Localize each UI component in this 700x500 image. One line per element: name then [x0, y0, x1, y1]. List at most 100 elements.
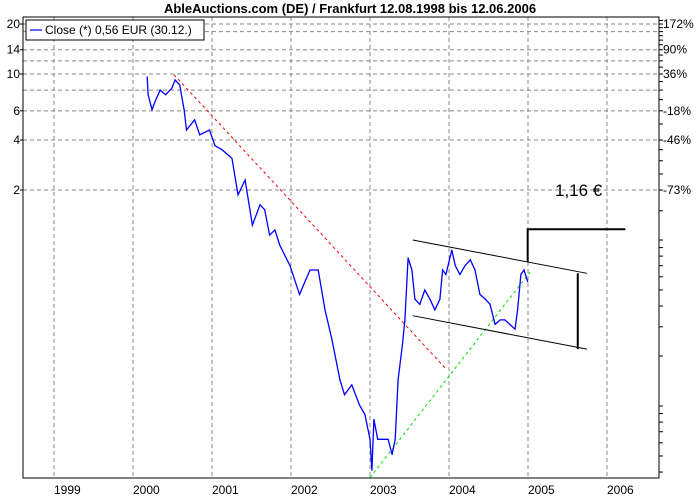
data-point	[214, 145, 216, 147]
data-point	[523, 269, 525, 271]
y-tick-label-left: 4	[13, 133, 20, 147]
data-point	[520, 273, 522, 276]
chart-title: AbleAuctions.com (DE) / Frankfurt 12.08.…	[164, 1, 536, 16]
data-point	[371, 469, 373, 471]
data-point	[527, 281, 529, 283]
channel-line	[412, 239, 588, 274]
y-tick-label-left: 2	[13, 183, 20, 197]
data-point	[183, 109, 185, 111]
data-point	[264, 209, 266, 211]
x-tick-label: 2003	[370, 483, 397, 497]
data-point	[454, 265, 456, 267]
data-point	[504, 319, 506, 321]
grid	[23, 17, 659, 478]
data-point	[324, 309, 326, 311]
data-point	[439, 298, 441, 300]
y-tick-label-left: 6	[13, 104, 20, 118]
data-point	[259, 204, 261, 206]
y-tick-label-right: -73%	[663, 183, 691, 197]
data-point	[146, 76, 148, 78]
data-point	[331, 339, 333, 341]
y-tick-label-left: 10	[7, 67, 21, 81]
y-tick-label-left: 20	[7, 17, 21, 31]
data-point	[494, 323, 496, 326]
trend-lines	[173, 74, 588, 478]
trend-line	[369, 271, 531, 478]
data-point	[474, 269, 476, 271]
series-layer	[146, 76, 529, 471]
channel-line	[412, 315, 588, 350]
data-point	[279, 244, 281, 246]
target-bracket	[526, 228, 626, 262]
data-point	[499, 319, 501, 321]
data-point	[269, 234, 271, 236]
x-tick-label: 2005	[528, 483, 555, 497]
legend-box	[25, 19, 205, 41]
y-tick-label-right: -46%	[663, 133, 691, 147]
data-point	[373, 418, 375, 421]
series-line-close	[146, 76, 529, 471]
data-point	[414, 298, 416, 300]
data-point	[397, 379, 399, 381]
annotations	[526, 228, 626, 350]
legend: Close (*) 0,56 EUR (30.12.)	[25, 19, 205, 41]
y-tick-label-right: 172%	[663, 17, 694, 31]
x-tick-label: 2004	[449, 483, 476, 497]
data-point	[424, 289, 426, 291]
data-point	[339, 379, 341, 381]
data-point	[185, 129, 188, 131]
data-point	[244, 179, 246, 181]
data-point	[274, 229, 276, 231]
data-point	[484, 298, 486, 300]
plot-frame	[22, 16, 660, 479]
y-tick-label-right: 36%	[663, 67, 687, 81]
data-point	[174, 79, 176, 81]
y-tick-label-right: -18%	[663, 104, 691, 118]
data-point	[165, 94, 167, 96]
data-point	[159, 89, 161, 91]
target-price-label: 1,16 €	[555, 181, 603, 200]
trend-line	[173, 74, 447, 370]
data-point	[351, 384, 353, 386]
data-point	[231, 157, 233, 160]
data-point	[401, 344, 403, 346]
data-point	[289, 265, 291, 267]
data-point	[369, 438, 371, 440]
data-point	[445, 273, 447, 276]
data-point	[364, 413, 366, 416]
data-point	[434, 309, 436, 311]
data-point	[514, 328, 516, 330]
data-point	[147, 94, 149, 96]
data-point	[391, 453, 393, 456]
x-tick-label: 2001	[212, 483, 239, 497]
y-tick-label-left: 14	[7, 43, 21, 57]
y-tick-label-right: 90%	[663, 43, 687, 57]
data-point	[404, 319, 406, 321]
data-point	[464, 265, 466, 267]
x-tick-label: 2006	[607, 483, 634, 497]
data-point	[387, 438, 389, 440]
data-point	[469, 259, 471, 261]
data-point	[517, 309, 519, 311]
data-point	[377, 438, 379, 440]
data-point	[194, 119, 196, 121]
data-point	[407, 257, 409, 259]
data-point	[459, 273, 461, 276]
data-point	[442, 269, 444, 271]
data-point	[208, 129, 211, 131]
data-point	[179, 84, 181, 86]
data-point	[237, 194, 239, 196]
data-point	[429, 298, 431, 300]
data-point	[419, 303, 421, 305]
data-point	[479, 293, 481, 296]
x-tick-label: 1999	[54, 483, 81, 497]
data-point	[509, 323, 511, 326]
data-point	[251, 224, 253, 226]
x-tick-label: 2002	[291, 483, 318, 497]
data-point	[199, 134, 201, 136]
data-point	[171, 87, 173, 89]
x-tick-label: 2000	[133, 483, 160, 497]
data-point	[451, 249, 453, 251]
data-point	[309, 269, 311, 271]
